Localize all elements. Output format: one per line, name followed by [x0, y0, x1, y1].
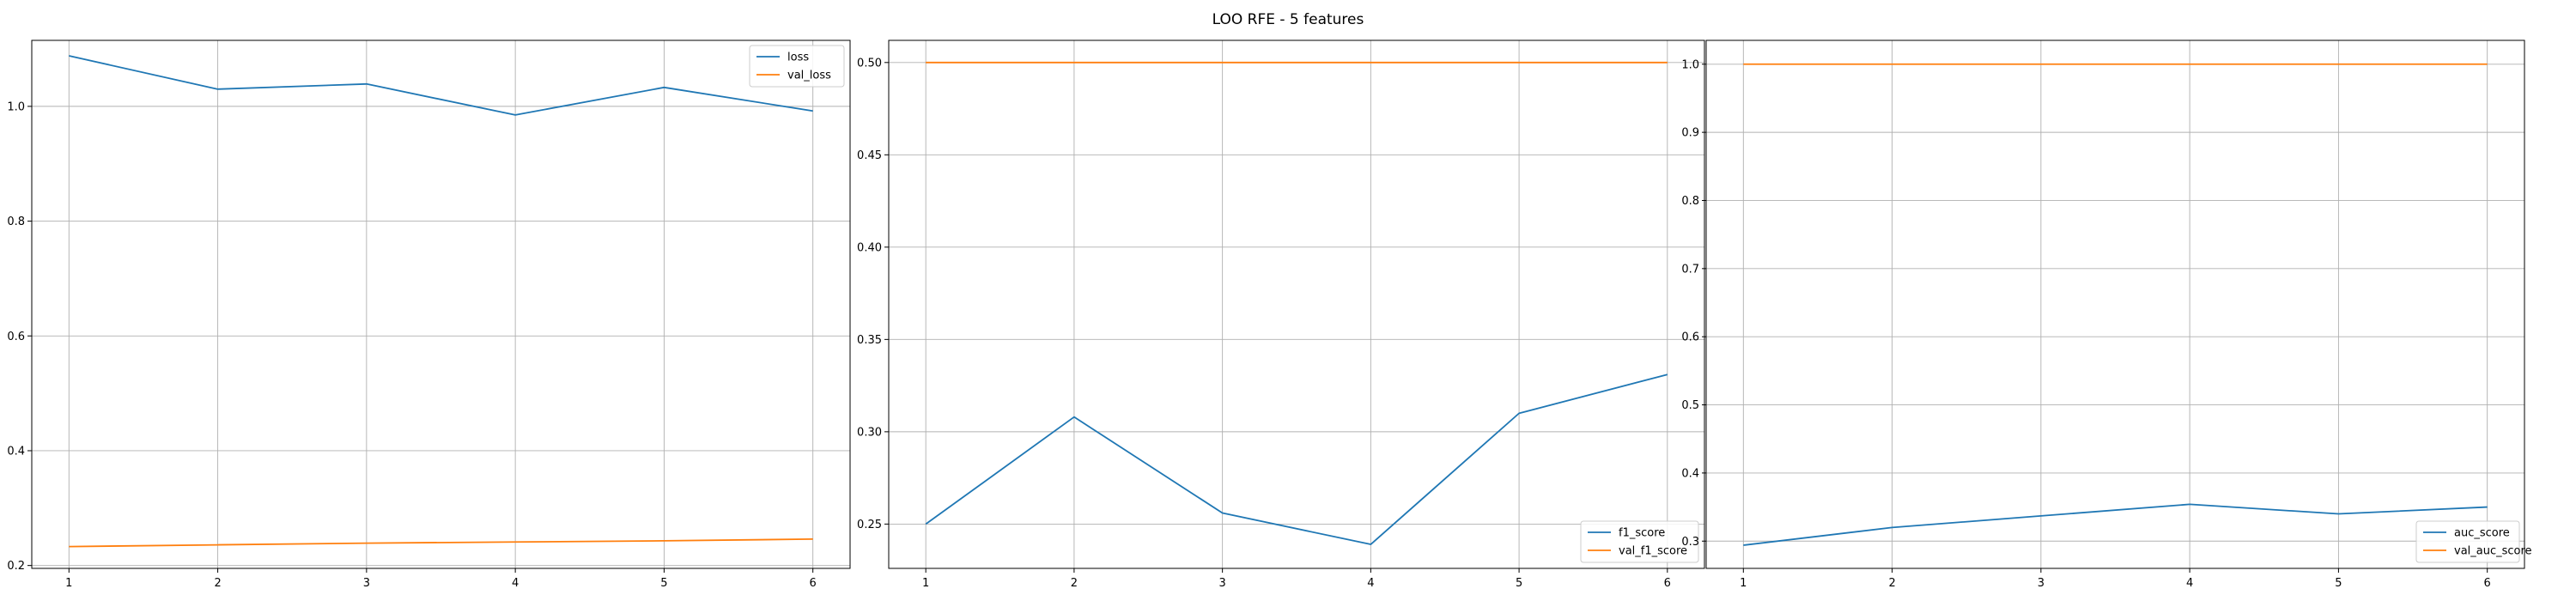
subplots: 1 2 3 4 5 6 0.2 0.4 0.6 0.8 1.0 loss val_loss 1 2 3 4 5 6 0… — [7, 39, 2532, 590]
figure-title: LOO RFE - 5 features — [1212, 11, 1364, 28]
y-tick-label: 0.6 — [7, 331, 25, 343]
legend: loss val_loss — [749, 45, 845, 88]
x-tick-label: 5 — [2335, 577, 2342, 590]
axes-frame — [1705, 39, 2525, 569]
x-tick-label: 1 — [65, 577, 72, 590]
axes-frame — [31, 39, 851, 569]
legend-label-auc_score: auc_score — [2454, 527, 2510, 540]
x-tick-label: 6 — [1664, 577, 1671, 590]
y-tick-label: 0.45 — [857, 149, 882, 162]
y-tick-label: 0.7 — [1681, 263, 1699, 276]
y-tick-label: 0.4 — [1681, 467, 1699, 480]
x-tick-label: 6 — [810, 577, 817, 590]
subplot-1: 1 2 3 4 5 6 0.2 0.4 0.6 0.8 1.0 loss val_loss — [7, 39, 851, 590]
y-tick-label: 0.50 — [857, 57, 882, 70]
x-tick-label: 4 — [1367, 577, 1374, 590]
axes-frame — [888, 39, 1705, 569]
x-tick-label: 2 — [1888, 577, 1895, 590]
x-tick-label: 5 — [1516, 577, 1522, 590]
series-line-auc_score — [1743, 503, 2488, 546]
legend: auc_score val_auc_score — [2415, 520, 2532, 563]
y-tick-label: 0.9 — [1681, 127, 1699, 140]
series-line-val_loss — [69, 538, 813, 548]
series-line-f1_score — [925, 373, 1668, 545]
legend-box — [1580, 520, 1699, 563]
y-tick-label: 1.0 — [7, 100, 25, 113]
x-tick-label: 6 — [2484, 577, 2491, 590]
x-tick-label: 1 — [1740, 577, 1747, 590]
legend: f1_score val_f1_score — [1580, 520, 1699, 563]
y-tick-label: 1.0 — [1681, 58, 1699, 71]
x-tick-label: 4 — [2186, 577, 2193, 590]
y-tick-label: 0.40 — [857, 241, 882, 254]
y-tick-label: 0.8 — [7, 216, 25, 228]
y-tick-label: 0.25 — [857, 519, 882, 531]
y-tick-label: 0.3 — [1681, 536, 1699, 549]
y-tick-label: 0.8 — [1681, 195, 1699, 208]
x-tick-label: 2 — [1071, 577, 1078, 590]
x-tick-label: 1 — [922, 577, 929, 590]
y-tick-label: 0.2 — [7, 560, 25, 573]
x-tick-label: 3 — [2038, 577, 2044, 590]
x-tick-label: 5 — [660, 577, 667, 590]
x-tick-label: 4 — [512, 577, 519, 590]
legend-label-val_auc_score: val_auc_score — [2454, 545, 2532, 558]
legend-box — [749, 45, 845, 88]
x-tick-label: 3 — [1218, 577, 1225, 590]
y-tick-label: 0.5 — [1681, 399, 1699, 412]
legend-box — [2415, 520, 2520, 563]
legend-label-val_loss: val_loss — [787, 70, 831, 82]
x-tick-label: 2 — [214, 577, 221, 590]
x-tick-label: 3 — [363, 577, 370, 590]
y-tick-label: 0.6 — [1681, 331, 1699, 344]
subplot-3: 1 2 3 4 5 6 0.3 0.4 0.5 0.6 0.7 0.8 0.9 1.0 auc_scorev… — [1681, 39, 2532, 590]
y-tick-label: 0.4 — [7, 445, 25, 458]
legend-label-val_f1_score: val_f1_score — [1619, 545, 1687, 558]
y-tick-label: 0.30 — [857, 426, 882, 439]
y-tick-label: 0.35 — [857, 334, 882, 347]
subplot-2: 1 2 3 4 5 6 0.25 0.30 0.35 0.40 0.45 0.50 f1_scoreva… — [857, 39, 1705, 590]
legend-label-f1_score: f1_score — [1619, 527, 1665, 540]
series-line-loss — [69, 55, 813, 116]
legend-label-loss: loss — [787, 52, 809, 64]
